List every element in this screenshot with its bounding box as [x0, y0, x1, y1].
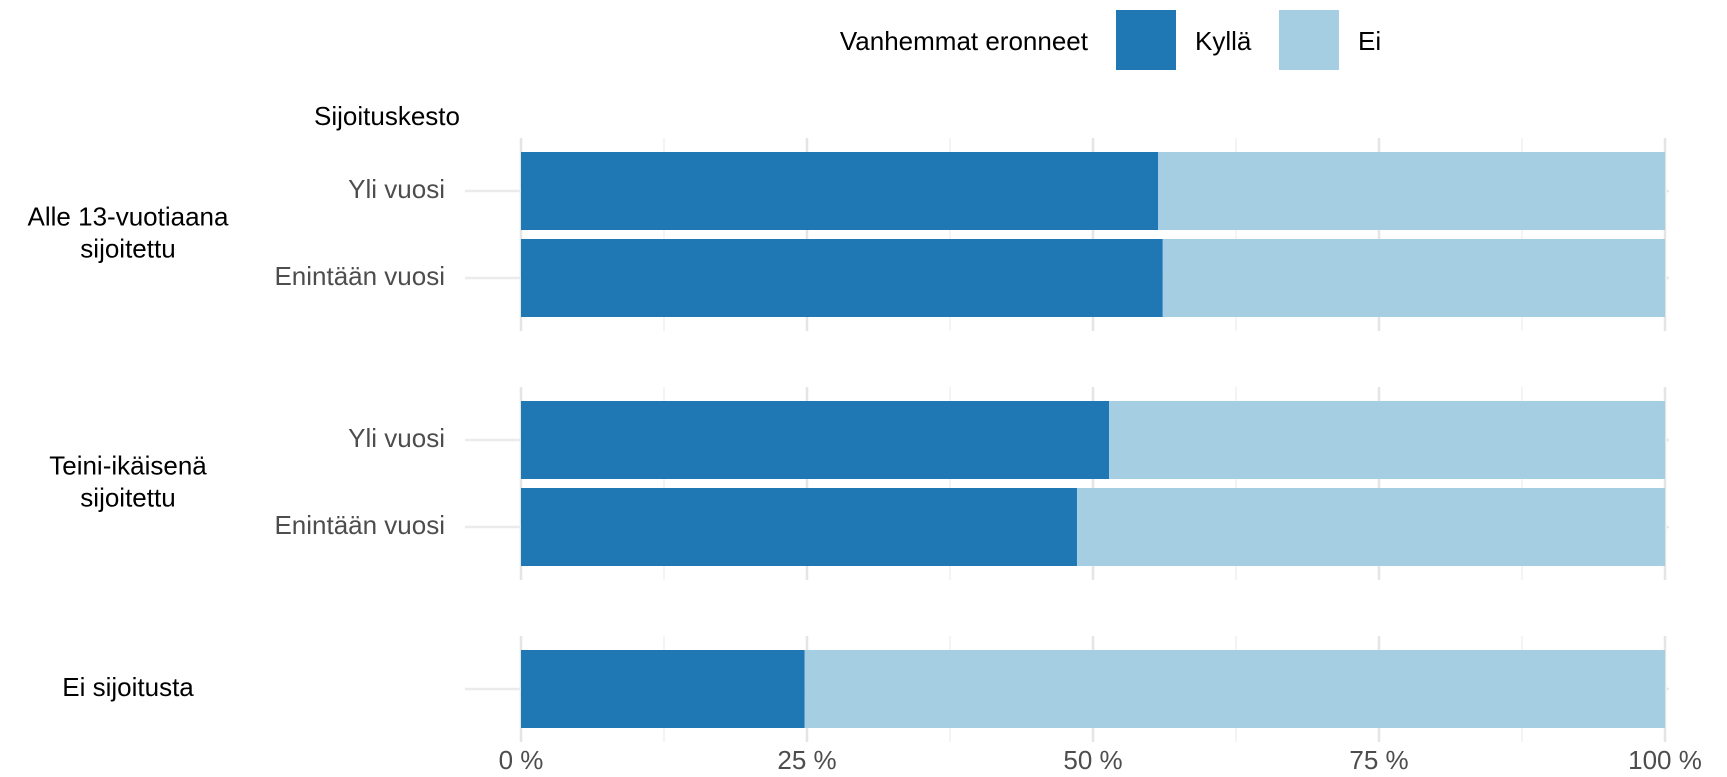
group-label: Alle 13-vuotiaana sijoitettu — [28, 201, 229, 263]
bar-segment — [521, 152, 1159, 230]
bar-segment — [804, 650, 1665, 728]
x-tick-label: 25 % — [777, 745, 836, 775]
row-label: Yli vuosi — [348, 174, 445, 204]
bar-segment — [1158, 152, 1665, 230]
x-tick-label: 50 % — [1063, 745, 1122, 775]
bar-segment — [1076, 488, 1665, 566]
bar-segment — [521, 401, 1110, 479]
x-tick-label: 100 % — [1628, 745, 1702, 775]
group-label: Teini-ikäisenä sijoitettu — [49, 450, 207, 512]
x-tick-label: 75 % — [1349, 745, 1408, 775]
bar-segment — [1109, 401, 1665, 479]
row-label: Enintään vuosi — [274, 510, 445, 540]
y-axis-title: Sijoituskesto — [314, 101, 460, 131]
legend-title: Vanhemmat eronneet — [840, 26, 1089, 56]
legend-label: Kyllä — [1195, 26, 1252, 56]
legend-swatch — [1279, 10, 1339, 70]
legend-swatch — [1116, 10, 1176, 70]
group-label: Ei sijoitusta — [62, 672, 194, 702]
row-label: Enintään vuosi — [274, 261, 445, 291]
bar-segment — [1162, 239, 1665, 317]
x-tick-label: 0 % — [499, 745, 544, 775]
legend-label: Ei — [1358, 26, 1381, 56]
bar-segment — [521, 650, 805, 728]
row-label: Yli vuosi — [348, 423, 445, 453]
bar-segment — [521, 488, 1077, 566]
bar-segment — [521, 239, 1163, 317]
